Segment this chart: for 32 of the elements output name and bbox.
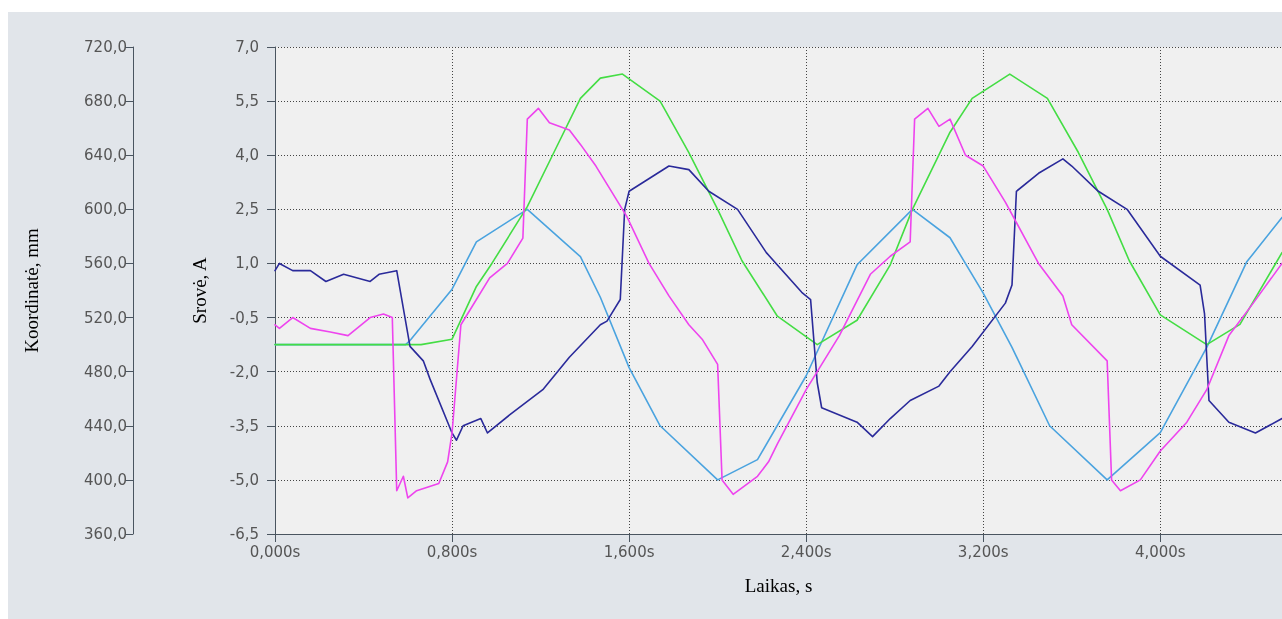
y-tick-label: 2,5 xyxy=(235,200,259,219)
line-series xyxy=(274,107,1282,499)
y2-tick-label: 560,0 xyxy=(84,254,127,273)
x-tick-label: 0,800s xyxy=(426,542,478,561)
y-axis-title: Srovė, A xyxy=(189,256,210,324)
y2-tick-label: 360,0 xyxy=(84,525,127,543)
y-tick-label: 4,0 xyxy=(235,146,259,165)
y2-tick-label: 720,0 xyxy=(84,38,127,56)
x-tick-label: 2,400s xyxy=(780,542,832,561)
y2-tick-label: 600,0 xyxy=(84,200,127,219)
x-tick-label: 3,200s xyxy=(957,542,1009,561)
x-axis-title: Laikas, s xyxy=(744,575,813,596)
y-tick-label: -0,5 xyxy=(229,308,259,327)
y-tick-label: 5,5 xyxy=(235,92,259,111)
y2-tick-label: 400,0 xyxy=(84,470,127,489)
y2-tick-label: 680,0 xyxy=(84,92,127,111)
y2-tick-label: 440,0 xyxy=(84,416,127,435)
x-tick-label: 0,000s xyxy=(249,542,301,561)
y-tick-label: -2,0 xyxy=(229,362,259,381)
x-tick-label: 1,600s xyxy=(603,542,655,561)
line-series xyxy=(274,73,1282,346)
y-tick-label: 7,0 xyxy=(235,38,259,56)
line-series xyxy=(274,158,1282,442)
y-tick-label: -3,5 xyxy=(229,416,259,435)
y-tick-label: 1,0 xyxy=(235,254,259,273)
y-tick-label: -5,0 xyxy=(229,470,259,489)
y2-tick-label: 480,0 xyxy=(84,362,127,381)
y2-axis-title: Koordinatė, mm xyxy=(21,228,42,353)
y2-tick-label: 640,0 xyxy=(84,146,127,165)
x-tick-label: 4,000s xyxy=(1134,542,1186,561)
y2-tick-label: 520,0 xyxy=(84,308,127,327)
y-tick-label: -6,5 xyxy=(229,525,259,543)
